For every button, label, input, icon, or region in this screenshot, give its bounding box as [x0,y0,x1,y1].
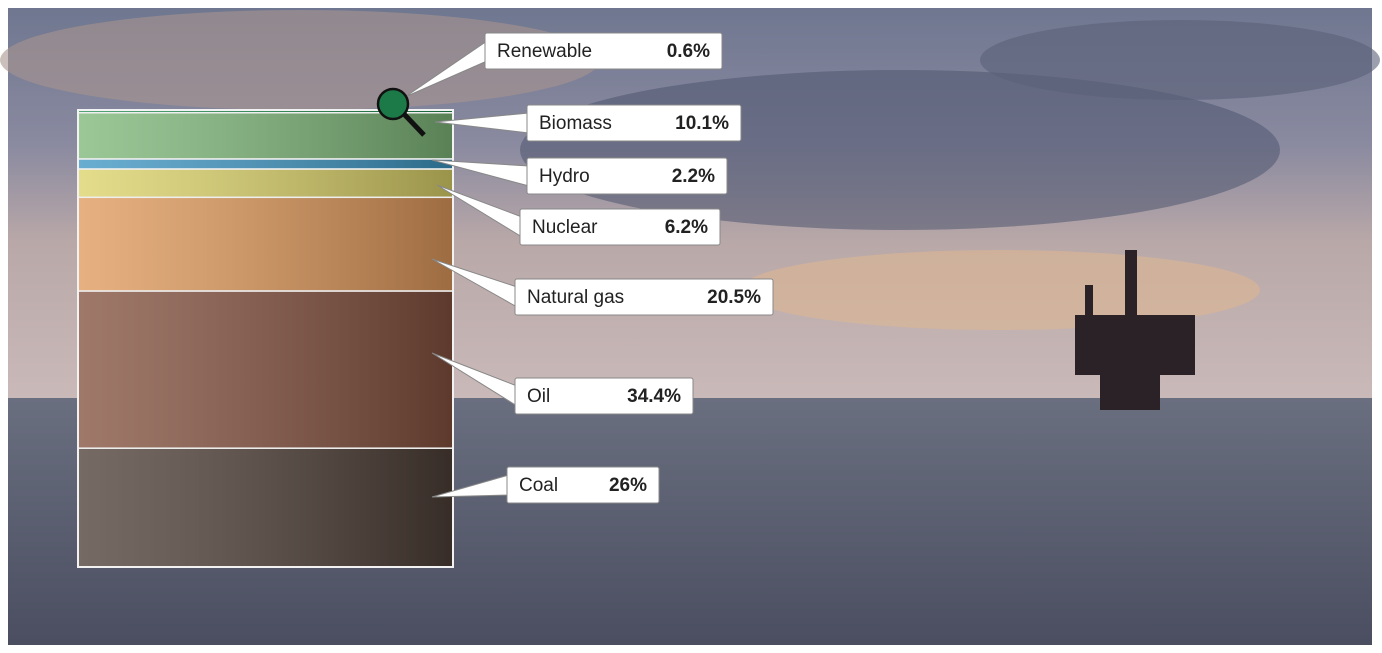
callout-box [519,208,721,246]
value-label: 6.2% [665,217,708,238]
callout-box [484,32,723,70]
segment-shade [77,290,454,449]
segment-shade [77,168,454,199]
legend-label: Coal [519,475,558,496]
callout-box [526,104,742,142]
value-label: 2.2% [672,166,715,187]
legend-label: Natural gas [527,287,624,308]
callout: Biomass 10.1% [434,104,742,142]
value-label: 34.4% [627,386,681,407]
callout: Nuclear 6.2% [436,184,721,246]
callout-box [506,466,660,504]
callout: Hydro 2.2% [431,157,728,195]
callout: Oil 34.4% [431,352,694,415]
callout: Coal 26% [431,466,660,504]
legend-label: Oil [527,386,550,407]
segment-shade [77,447,454,568]
callout: Natural gas 20.5% [431,258,774,316]
value-label: 26% [609,475,647,496]
callout-box [514,278,774,316]
legend-label: Renewable [497,41,592,62]
callout: Renewable 0.6% [404,32,723,98]
value-label: 20.5% [707,287,761,308]
segment-shade [77,111,454,160]
bar-frame [77,109,454,568]
magnifier [376,87,426,137]
value-label: 10.1% [675,113,729,134]
segment-shade [77,196,454,292]
callout-box [526,157,728,195]
legend-label: Nuclear [532,217,598,238]
legend-label: Hydro [539,166,590,187]
plot: Coal 26% Oil 34.4% Natural gas 20.5% Nuclear 6.… [77,32,774,568]
segment-shade [77,158,454,170]
legend-label: Biomass [539,113,612,134]
callout-box [514,377,694,415]
value-label: 0.6% [667,41,710,62]
